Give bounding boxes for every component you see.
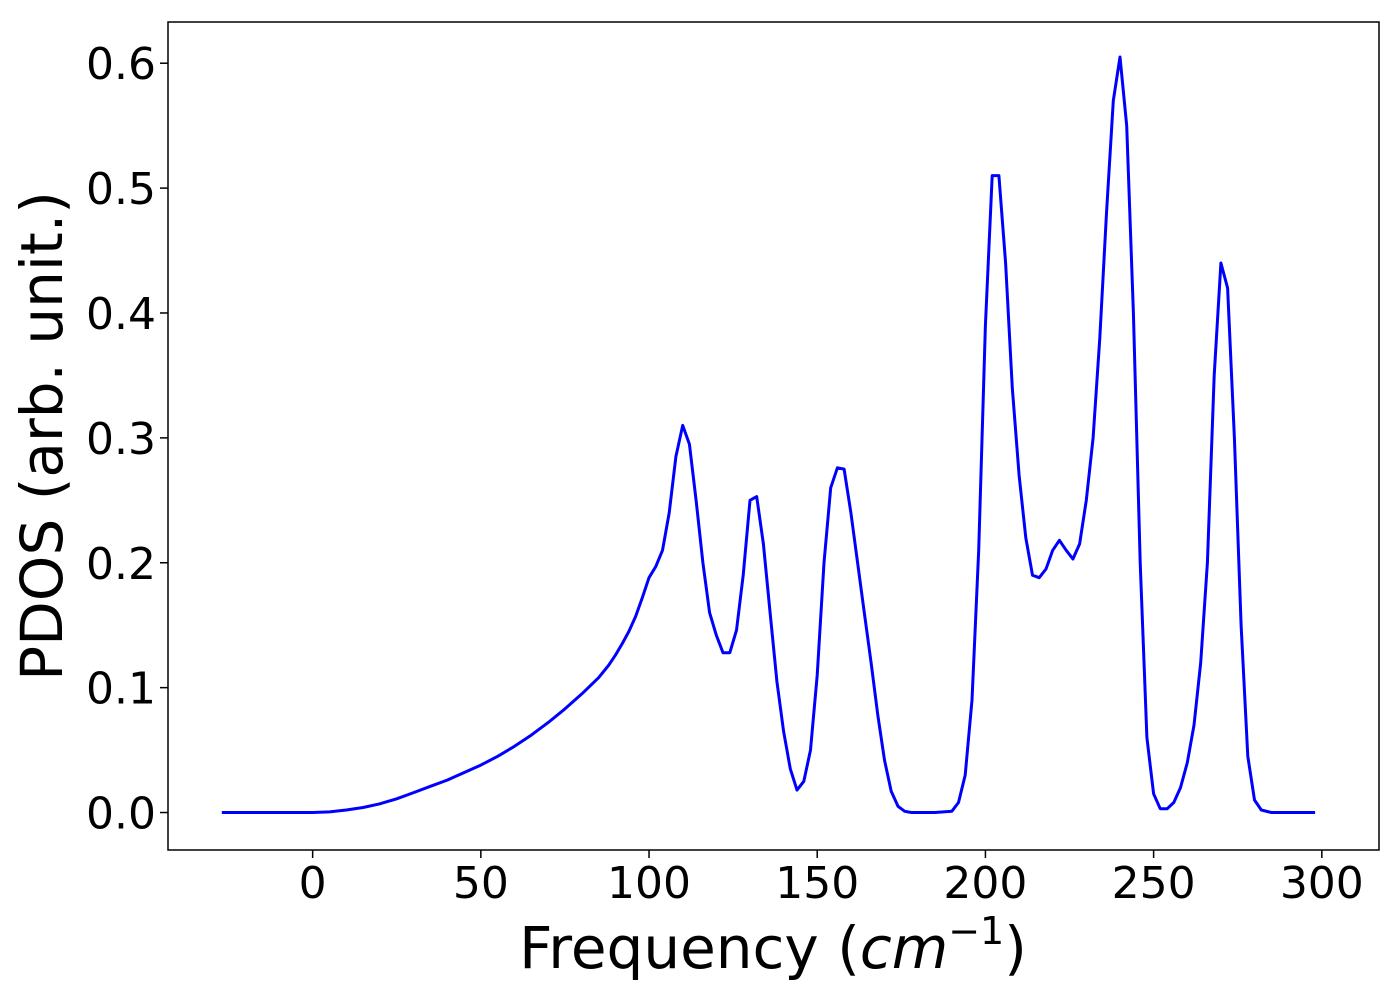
y-tick-label: 0.0 — [86, 789, 156, 840]
plot-area — [221, 55, 1316, 814]
x-tick-label: 0 — [299, 858, 327, 909]
x-axis-ticks: 0 50 100 150 200 250 300 — [299, 850, 1364, 909]
y-axis-label: PDOS (arb. unit.) — [8, 191, 76, 681]
x-tick-label: 300 — [1280, 858, 1364, 909]
x-axis-label: Frequency (cm−1) — [519, 909, 1027, 982]
y-tick-label: 0.5 — [86, 164, 156, 215]
x-tick-label: 250 — [1112, 858, 1196, 909]
x-tick-label: 200 — [943, 858, 1027, 909]
y-axis-ticks: 0.0 0.1 0.2 0.3 0.4 0.5 0.6 — [86, 39, 168, 840]
axes-frame — [167, 21, 1380, 851]
x-tick-label: 150 — [775, 858, 859, 909]
x-tick-label: 50 — [453, 858, 509, 909]
y-tick-label: 0.4 — [86, 289, 156, 340]
x-tick-label: 100 — [607, 858, 691, 909]
y-tick-label: 0.6 — [86, 39, 156, 90]
pdos-series-line-0 — [221, 55, 1316, 814]
y-tick-label: 0.2 — [86, 539, 156, 590]
y-tick-label: 0.3 — [86, 414, 156, 465]
y-tick-label: 0.1 — [86, 664, 156, 715]
